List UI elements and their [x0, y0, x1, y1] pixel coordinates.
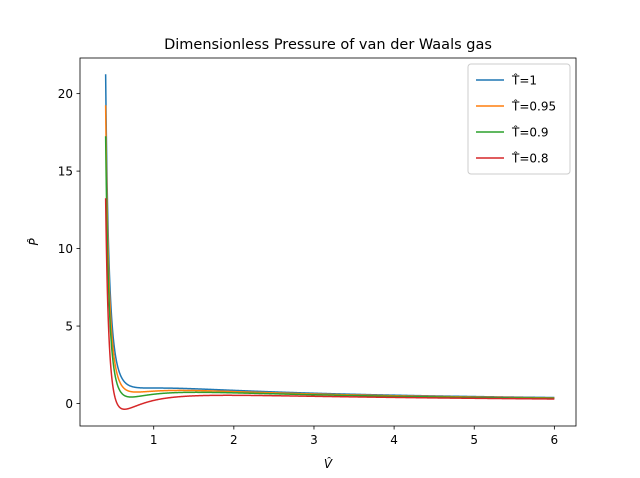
x-axis-ticks: 1 2 3 4 5 6 — [150, 426, 558, 447]
legend-label-2: T̂=0.9 — [511, 125, 548, 139]
legend: T̂=1 T̂=0.95 T̂=0.9 T̂=0.8 — [467, 63, 571, 175]
y-tick-label-2: 10 — [58, 242, 73, 256]
y-tick-label-0: 0 — [65, 397, 73, 411]
y-axis-label: P̂ — [27, 238, 41, 246]
x-tick-label-5: 6 — [551, 433, 559, 447]
chart-title: Dimensionless Pressure of van der Waals … — [164, 37, 492, 53]
plot-frame — [79, 57, 577, 427]
series-lines — [104, 74, 555, 410]
legend-label-0: T̂=1 — [511, 73, 537, 87]
x-tick-label-3: 4 — [390, 433, 398, 447]
series-line-2 — [104, 136, 555, 400]
x-tick-label-2: 3 — [310, 433, 318, 447]
x-tick-label-4: 5 — [470, 433, 478, 447]
y-tick-label-1: 5 — [65, 319, 73, 333]
legend-box — [467, 63, 571, 175]
x-axis-label: V̂ — [324, 457, 333, 471]
legend-label-3: T̂=0.8 — [511, 151, 548, 165]
y-axis-ticks: 0 5 10 15 20 — [58, 87, 80, 411]
y-tick-label-3: 15 — [58, 164, 73, 178]
series-line-3 — [104, 198, 555, 410]
legend-label-1: T̂=0.95 — [511, 99, 556, 113]
y-tick-label-4: 20 — [58, 87, 73, 101]
x-tick-label-0: 1 — [150, 433, 158, 447]
x-tick-label-1: 2 — [230, 433, 238, 447]
